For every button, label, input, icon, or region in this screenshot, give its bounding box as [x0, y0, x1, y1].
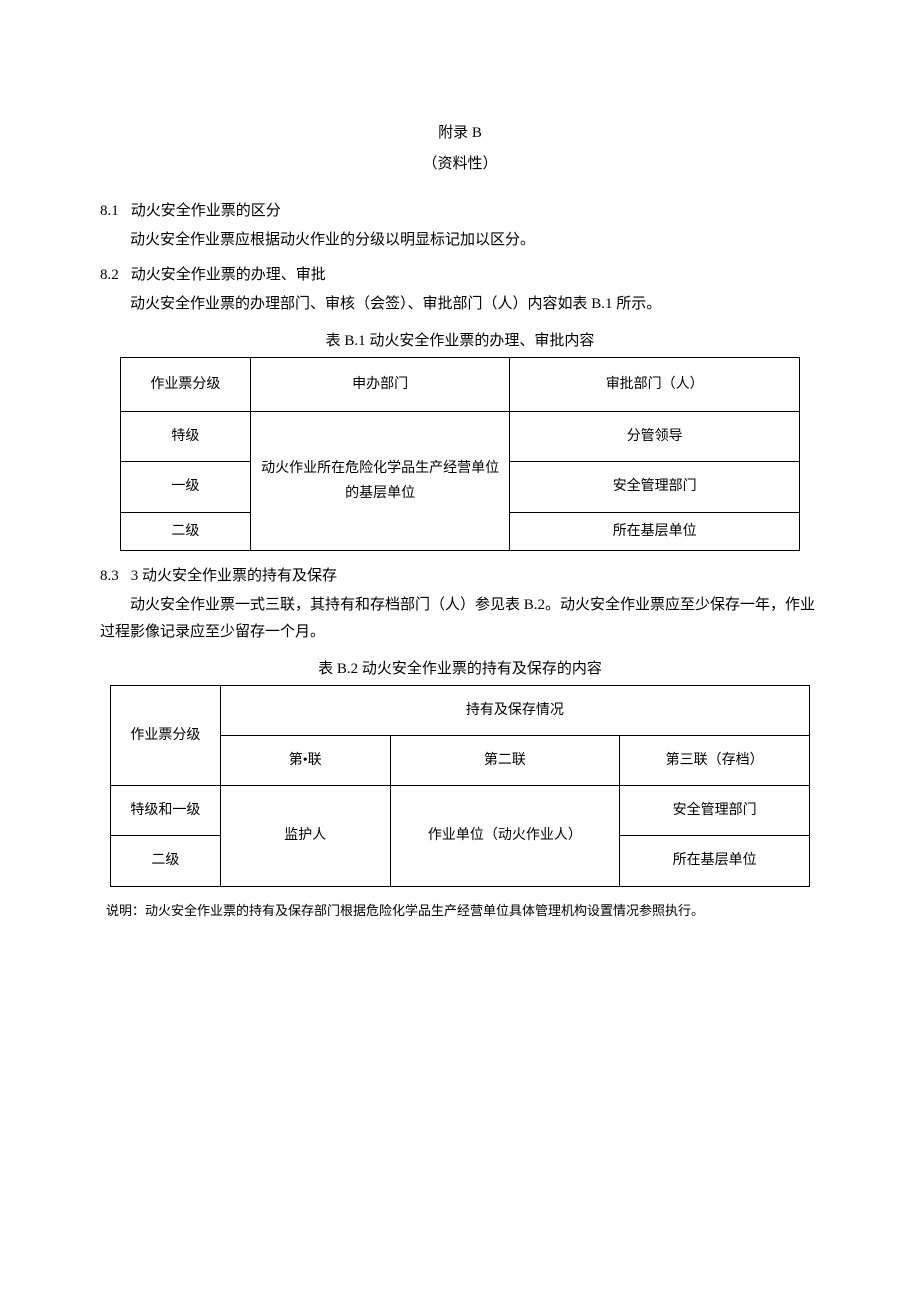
section-num: 8.3: [100, 563, 119, 590]
section-num: 8.2: [100, 262, 119, 289]
table-cell: 一级: [121, 462, 251, 512]
section-8-2-heading: 8.2 动火安全作业票的办理、审批: [100, 262, 820, 289]
informative-label: （资料性）: [100, 151, 820, 178]
section-8-1-heading: 8.1 动火安全作业票的区分: [100, 198, 820, 225]
table-header-cell: 第•联: [220, 735, 390, 785]
section-8-1-body: 动火安全作业票应根据动火作业的分级以明显标记加以区分。: [100, 227, 820, 254]
table-cell: 所在基层单位: [620, 836, 810, 886]
table-b1-caption: 表 B.1 动火安全作业票的办理、审批内容: [100, 328, 820, 355]
table-cell: 动火作业所在危险化学品生产经营单位的基层单位: [250, 412, 510, 551]
table-cell: 所在基层单位: [510, 512, 800, 550]
table-cell: 监护人: [220, 786, 390, 886]
table-row: 特级和一级 监护人 作业单位（动火作业人） 安全管理部门: [111, 786, 810, 836]
table-b1: 作业票分级 申办部门 审批部门（人） 特级 动火作业所在危险化学品生产经营单位的…: [120, 357, 800, 551]
table-header-cell: 申办部门: [250, 358, 510, 412]
table-b2-caption: 表 B.2 动火安全作业票的持有及保存的内容: [100, 656, 820, 683]
table-header-cell: 第三联（存档）: [620, 735, 810, 785]
table-row: 作业票分级 持有及保存情况: [111, 685, 810, 735]
table-b2: 作业票分级 持有及保存情况 第•联 第二联 第三联（存档） 特级和一级 监护人 …: [110, 685, 810, 887]
table-cell: 二级: [111, 836, 221, 886]
section-title: 3 动火安全作业票的持有及保存: [131, 568, 337, 584]
section-title: 动火安全作业票的区分: [131, 203, 281, 219]
table-header-cell: 审批部门（人）: [510, 358, 800, 412]
table-cell: 二级: [121, 512, 251, 550]
table-header-cell: 第二联: [390, 735, 620, 785]
table-header-cell: 持有及保存情况: [220, 685, 809, 735]
section-8-3-body: 动火安全作业票一式三联，其持有和存档部门（人）参见表 B.2。动火安全作业票应至…: [100, 592, 820, 646]
table-cell: 特级: [121, 412, 251, 462]
table-cell: 作业单位（动火作业人）: [390, 786, 620, 886]
table-header-cell: 作业票分级: [121, 358, 251, 412]
table-header-cell: 作业票分级: [111, 685, 221, 785]
table-cell: 分管领导: [510, 412, 800, 462]
table-row: 作业票分级 申办部门 审批部门（人）: [121, 358, 800, 412]
table-cell: 安全管理部门: [620, 786, 810, 836]
explanatory-note: 说明：动火安全作业票的持有及保存部门根据危险化学品生产经营单位具体管理机构设置情…: [106, 899, 820, 922]
appendix-title: 附录 B: [100, 120, 820, 147]
table-row: 特级 动火作业所在危险化学品生产经营单位的基层单位 分管领导: [121, 412, 800, 462]
section-title: 动火安全作业票的办理、审批: [131, 267, 326, 283]
table-cell: 安全管理部门: [510, 462, 800, 512]
table-cell: 特级和一级: [111, 786, 221, 836]
section-num: 8.1: [100, 198, 119, 225]
section-8-2-body: 动火安全作业票的办理部门、审核（会签）、审批部门（人）内容如表 B.1 所示。: [100, 291, 820, 318]
section-8-3-heading: 8.3 3 动火安全作业票的持有及保存: [100, 563, 820, 590]
